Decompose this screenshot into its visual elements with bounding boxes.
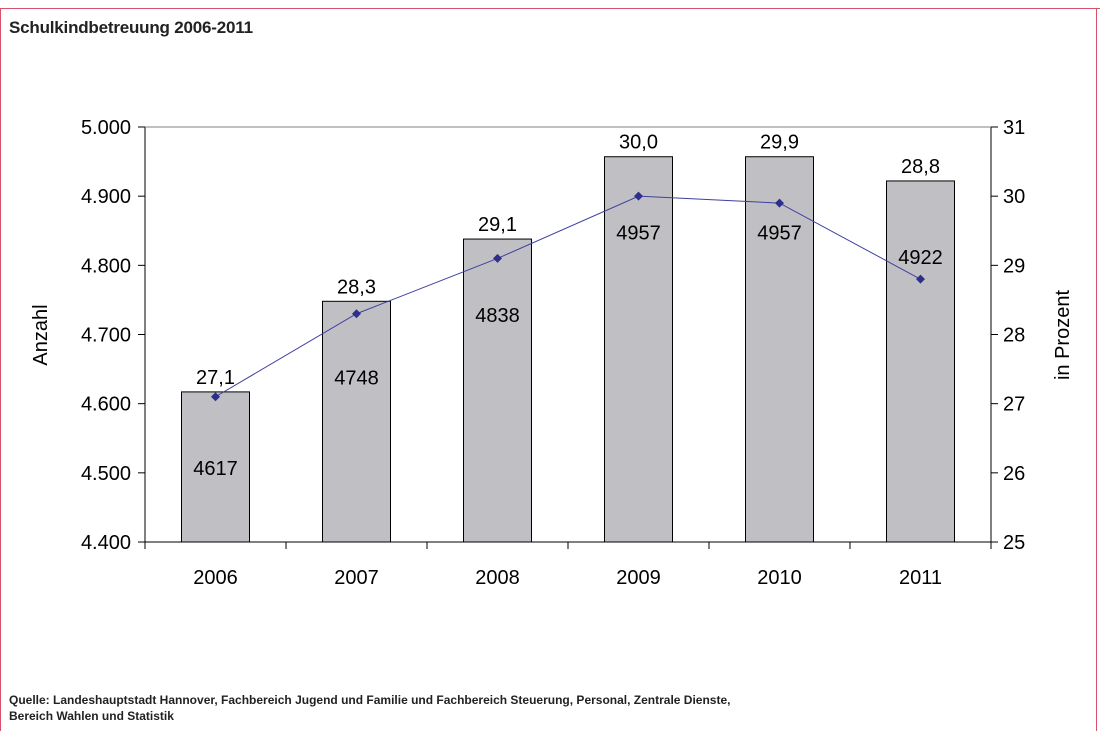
bar [745, 156, 814, 543]
y2-tick-label: 30 [1003, 186, 1025, 208]
frame-left-border [0, 8, 1, 731]
y-tick-label: 4.400 [81, 532, 131, 554]
chart-title: Schulkindbetreuung 2006-2011 [9, 18, 253, 37]
y2-tick-label: 28 [1003, 325, 1025, 347]
x-tick-label: 2006 [193, 567, 238, 589]
x-tick-label: 2011 [899, 567, 942, 589]
y-tick-label: 5.000 [81, 117, 131, 139]
frame-top-border [0, 8, 1100, 9]
line-value-label: 29,9 [760, 132, 799, 154]
bar [181, 391, 250, 543]
source-line-1: Quelle: Landeshauptstadt Hannover, Fachb… [9, 693, 731, 707]
line-point [916, 274, 925, 284]
bar [604, 156, 673, 543]
y2-tick-label: 25 [1003, 532, 1025, 554]
bar-value-label: 4617 [193, 458, 238, 480]
y-tick-label: 4.500 [81, 463, 131, 485]
bar-value-label: 4838 [475, 305, 520, 327]
line-value-label: 30,0 [619, 132, 658, 154]
y-tick-label: 4.900 [81, 186, 131, 208]
source-note: Quelle: Landeshauptstadt Hannover, Fachb… [9, 692, 731, 724]
y2-tick-label: 31 [1003, 117, 1025, 139]
bar-value-label: 4957 [616, 223, 661, 245]
y2-tick-label: 29 [1003, 255, 1025, 277]
x-tick-label: 2008 [475, 567, 520, 589]
bar-value-label: 4957 [757, 223, 802, 245]
line-point [352, 309, 361, 319]
line-point [493, 253, 502, 263]
line-value-label: 28,8 [901, 156, 940, 178]
bar [322, 300, 391, 543]
y-tick-label: 4.600 [81, 394, 131, 416]
y-tick-label: 4.800 [81, 255, 131, 277]
line-value-label: 28,3 [337, 276, 376, 298]
line-point [211, 392, 220, 402]
line-point [775, 198, 784, 208]
line-value-label: 27,1 [196, 367, 235, 389]
bar [463, 238, 532, 543]
y2-tick-label: 27 [1003, 394, 1025, 416]
bar-value-label: 4922 [898, 247, 943, 269]
y-tick-label: 4.700 [81, 325, 131, 347]
frame-right-border [1096, 8, 1097, 731]
source-line-2: Bereich Wahlen und Statistik [9, 709, 174, 723]
bar-value-label: 4748 [334, 367, 379, 389]
line-series [215, 195, 921, 398]
y2-axis-label: in Prozent [1052, 290, 1074, 380]
x-tick-label: 2009 [616, 567, 661, 589]
y2-tick-label: 26 [1003, 463, 1025, 485]
x-tick-label: 2010 [757, 567, 802, 589]
y-axis-label: Anzahl [30, 304, 52, 365]
line-point [634, 191, 643, 201]
line-value-label: 29,1 [478, 214, 517, 236]
x-tick-label: 2007 [334, 567, 379, 589]
bar [886, 180, 955, 543]
